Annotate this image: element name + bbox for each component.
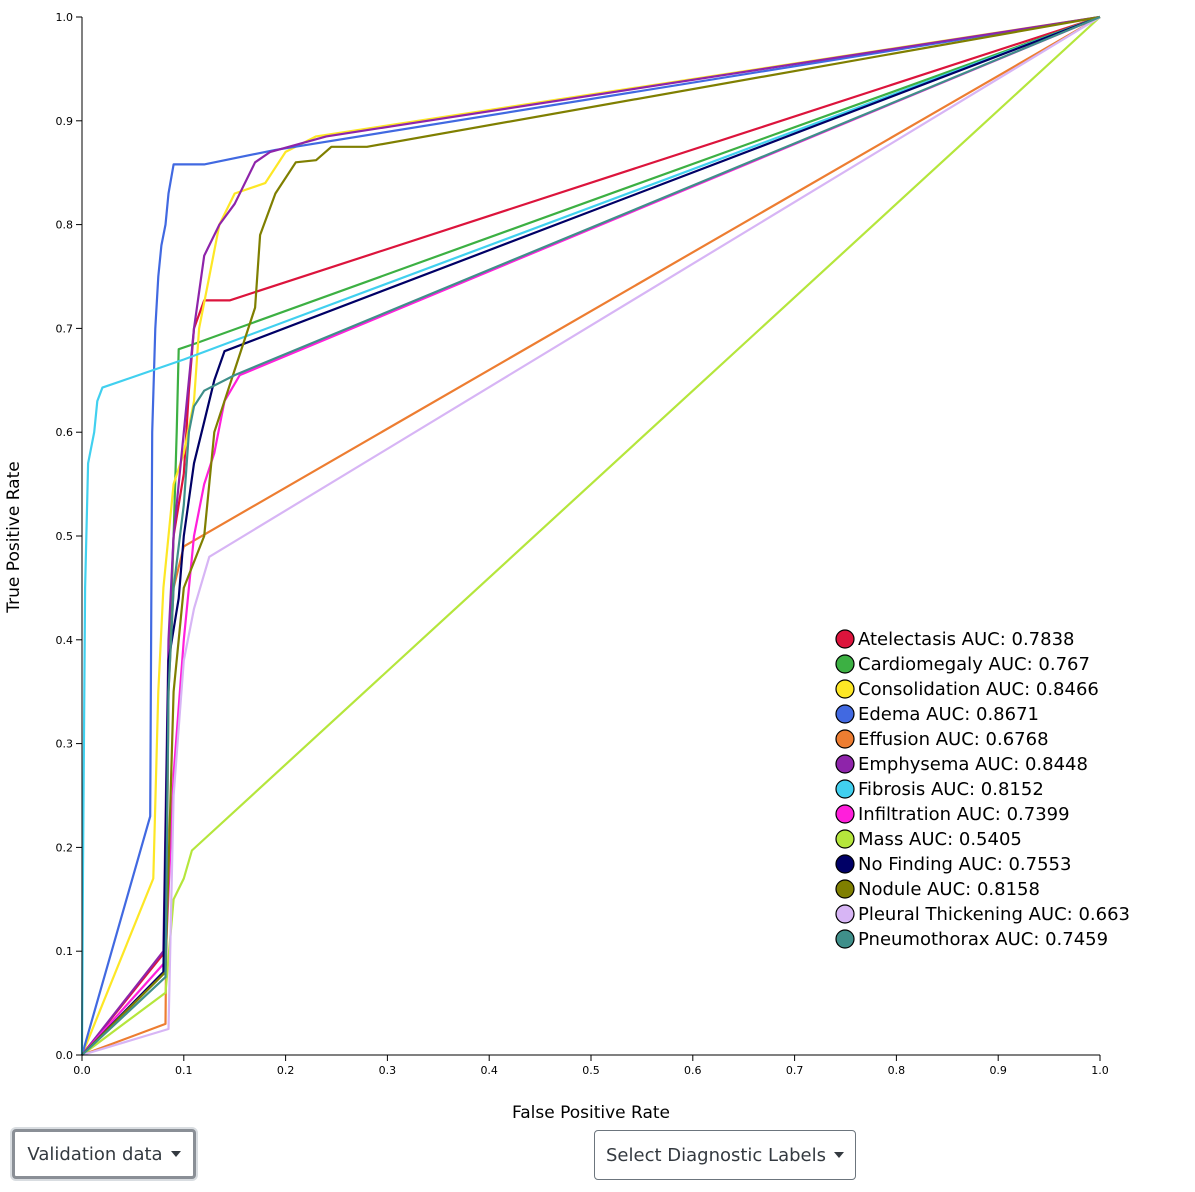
legend-label: Mass AUC: 0.5405 <box>858 829 1022 850</box>
roc-line-4 <box>80 15 1101 1056</box>
legend-label: Consolidation AUC: 0.8466 <box>858 679 1099 700</box>
legend-label: Nodule AUC: 0.8158 <box>858 879 1040 900</box>
legend-label: Atelectasis AUC: 0.7838 <box>858 629 1075 650</box>
y-tick-label: 0.3 <box>56 738 74 751</box>
caret-down-icon <box>170 1151 181 1157</box>
legend-item: No Finding AUC: 0.7553 <box>835 854 1071 875</box>
roc-line-10 <box>81 15 1101 1056</box>
legend-item: Consolidation AUC: 0.8466 <box>835 679 1099 700</box>
dataset-dropdown-button[interactable]: Validation data <box>12 1129 196 1179</box>
legend-label: Pneumothorax AUC: 0.7459 <box>858 929 1108 950</box>
legend-item: Fibrosis AUC: 0.8152 <box>835 779 1044 800</box>
legend-item: Effusion AUC: 0.6768 <box>835 729 1049 750</box>
legend-item: Pleural Thickening AUC: 0.663 <box>835 904 1130 925</box>
roc-line-3 <box>80 15 1101 1056</box>
y-tick-label: 0.9 <box>56 115 74 128</box>
legend-swatch <box>835 854 855 874</box>
legend-label: Emphysema AUC: 0.8448 <box>858 754 1088 775</box>
roc-chart: 0.0 0.1 0.2 0.3 0.4 0.5 0.6 0.7 0.8 0.9 1.0 0.0 0.1 0… <box>4 11 1130 1123</box>
dataset-dropdown-label: Validation data <box>27 1143 163 1165</box>
y-tick-label: 0.2 <box>56 841 74 854</box>
legend-swatch <box>835 654 855 674</box>
caret-down-icon <box>833 1152 844 1158</box>
x-tick-label: 0.5 <box>582 1064 600 1077</box>
legend-label: Edema AUC: 0.8671 <box>858 704 1039 725</box>
x-tick-label: 0.3 <box>379 1064 397 1077</box>
y-tick-label: 0.0 <box>56 1049 74 1062</box>
labels-dropdown-button[interactable]: Select Diagnostic Labels <box>594 1130 856 1180</box>
legend-swatch <box>835 754 855 774</box>
x-tick-label: 0.6 <box>684 1064 702 1077</box>
legend-item: Nodule AUC: 0.8158 <box>835 879 1040 900</box>
x-axis-title: False Positive Rate <box>512 1103 670 1123</box>
roc-line-6 <box>81 15 1101 1056</box>
y-axis-title: True Positive Rate <box>4 461 24 613</box>
legend-label: Infiltration AUC: 0.7399 <box>858 804 1070 825</box>
roc-line-12 <box>81 16 1101 1057</box>
legend-swatch <box>835 929 855 949</box>
legend-item: Mass AUC: 0.5405 <box>835 829 1022 850</box>
legend-swatch <box>835 779 855 799</box>
legend-label: Effusion AUC: 0.6768 <box>858 729 1049 750</box>
legend-item: Atelectasis AUC: 0.7838 <box>835 629 1075 650</box>
legend-swatch <box>835 729 855 749</box>
x-tick-label: 0.1 <box>175 1064 193 1077</box>
x-tick-label: 0.7 <box>786 1064 804 1077</box>
roc-line-13 <box>81 15 1101 1056</box>
legend-label: No Finding AUC: 0.7553 <box>858 854 1071 875</box>
legend: Atelectasis AUC: 0.7838 Cardiomegaly AUC:… <box>835 629 1130 950</box>
legend-swatch <box>835 879 855 899</box>
y-tick-label: 0.8 <box>56 219 74 232</box>
legend-swatch <box>835 904 855 924</box>
legend-swatch <box>835 679 855 699</box>
y-tick-label: 0.7 <box>56 322 74 335</box>
legend-item: Emphysema AUC: 0.8448 <box>835 754 1088 775</box>
legend-swatch <box>835 629 855 649</box>
x-tick-label: 0.4 <box>480 1064 498 1077</box>
axes: 0.0 0.1 0.2 0.3 0.4 0.5 0.6 0.7 0.8 0.9 1.0 0.0 0.1 0… <box>56 11 1109 1077</box>
legend-item: Infiltration AUC: 0.7399 <box>835 804 1070 825</box>
y-tick-label: 0.4 <box>56 634 74 647</box>
x-tick-label: 1.0 <box>1091 1064 1109 1077</box>
roc-lines <box>80 15 1101 1057</box>
legend-swatch <box>835 804 855 824</box>
roc-line-9 <box>81 16 1101 1056</box>
y-tick-label: 1.0 <box>56 11 74 24</box>
legend-item: Pneumothorax AUC: 0.7459 <box>835 929 1108 950</box>
labels-dropdown-label: Select Diagnostic Labels <box>606 1144 826 1166</box>
legend-label: Fibrosis AUC: 0.8152 <box>858 779 1044 800</box>
legend-label: Cardiomegaly AUC: 0.767 <box>858 654 1090 675</box>
x-tick-label: 0.0 <box>73 1064 91 1077</box>
legend-swatch <box>835 829 855 849</box>
legend-label: Pleural Thickening AUC: 0.663 <box>858 904 1130 925</box>
y-tick-label: 0.5 <box>56 530 74 543</box>
y-tick-label: 0.1 <box>56 945 74 958</box>
roc-line-7 <box>80 15 1101 1056</box>
legend-swatch <box>835 704 855 724</box>
x-tick-label: 0.8 <box>888 1064 906 1077</box>
legend-item: Edema AUC: 0.8671 <box>835 704 1039 725</box>
legend-item: Cardiomegaly AUC: 0.767 <box>835 654 1090 675</box>
x-tick-label: 0.2 <box>277 1064 295 1077</box>
roc-line-11 <box>81 15 1101 1056</box>
y-tick-label: 0.6 <box>56 426 74 439</box>
x-tick-label: 0.9 <box>989 1064 1007 1077</box>
